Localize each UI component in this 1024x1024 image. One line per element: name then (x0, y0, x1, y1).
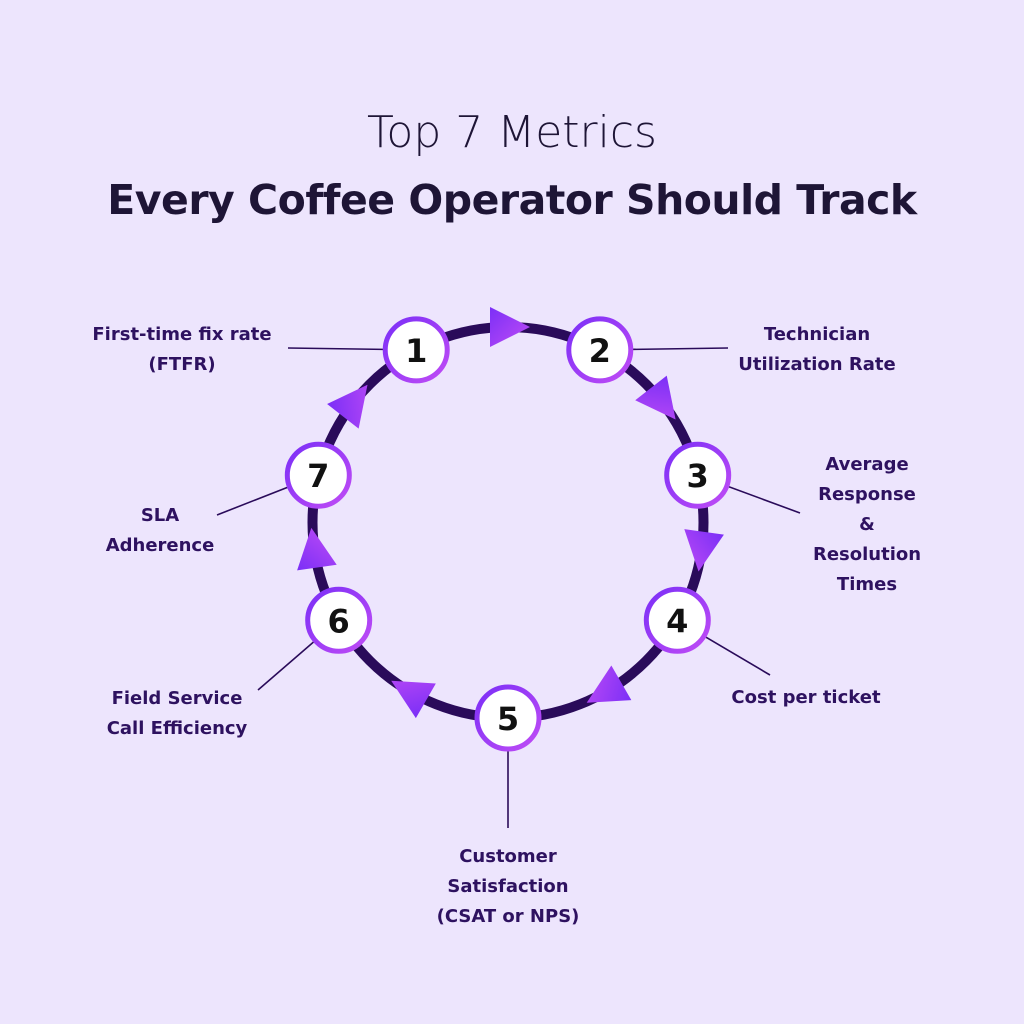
node-5: 5 (474, 684, 542, 752)
node-2: 2 (566, 316, 634, 384)
metric-label-6: Call Efficiency (107, 718, 248, 739)
arrow-icon (327, 384, 368, 429)
node-number: 6 (328, 602, 350, 640)
metric-label-2: Utilization Rate (738, 354, 895, 375)
node-circle (305, 586, 373, 654)
metric-label-7: SLA (141, 505, 179, 526)
metric-label-4: Cost per ticket (731, 687, 881, 708)
arrow-icon (490, 307, 530, 347)
metric-label-1: First-time fix rate (92, 324, 271, 345)
arrow-icon (586, 665, 632, 703)
node-6: 6 (305, 586, 373, 654)
metric-label-6: Field Service (112, 688, 243, 709)
node-7: 7 (284, 441, 352, 509)
node-circle (284, 441, 352, 509)
arrow-icon (391, 680, 436, 719)
metric-label-5: Satisfaction (447, 876, 568, 897)
node-circle (566, 316, 634, 384)
node-number: 3 (687, 457, 709, 495)
metric-label-5: (CSAT or NPS) (437, 906, 580, 927)
title-line-2: Every Coffee Operator Should Track (107, 176, 919, 224)
metric-label-3: Resolution (813, 544, 921, 565)
title-line-1: Top 7 Metrics (367, 107, 657, 158)
node-number: 4 (666, 602, 688, 640)
metric-label-5: Customer (459, 846, 557, 867)
node-4: 4 (643, 586, 711, 654)
metric-label-3: Response (818, 484, 916, 505)
node-3: 3 (664, 441, 732, 509)
metric-label-2: Technician (764, 324, 870, 345)
node-1: 1 (382, 316, 450, 384)
node-number: 2 (589, 332, 611, 370)
node-number: 5 (497, 700, 519, 738)
node-circle (382, 316, 450, 384)
metric-label-3: Average (825, 454, 908, 475)
arrow-icon (635, 375, 676, 420)
metric-label-1: (FTFR) (148, 354, 215, 375)
node-number: 7 (307, 457, 329, 495)
node-circle (643, 586, 711, 654)
node-circle (664, 441, 732, 509)
arrow-icon (684, 529, 724, 572)
node-number: 1 (405, 332, 427, 370)
metric-label-7: Adherence (106, 535, 215, 556)
metric-label-3: & (859, 514, 875, 535)
arrow-icon (297, 527, 337, 571)
node-circle (474, 684, 542, 752)
metric-label-3: Times (837, 574, 897, 595)
cycle-ring (307, 322, 709, 723)
